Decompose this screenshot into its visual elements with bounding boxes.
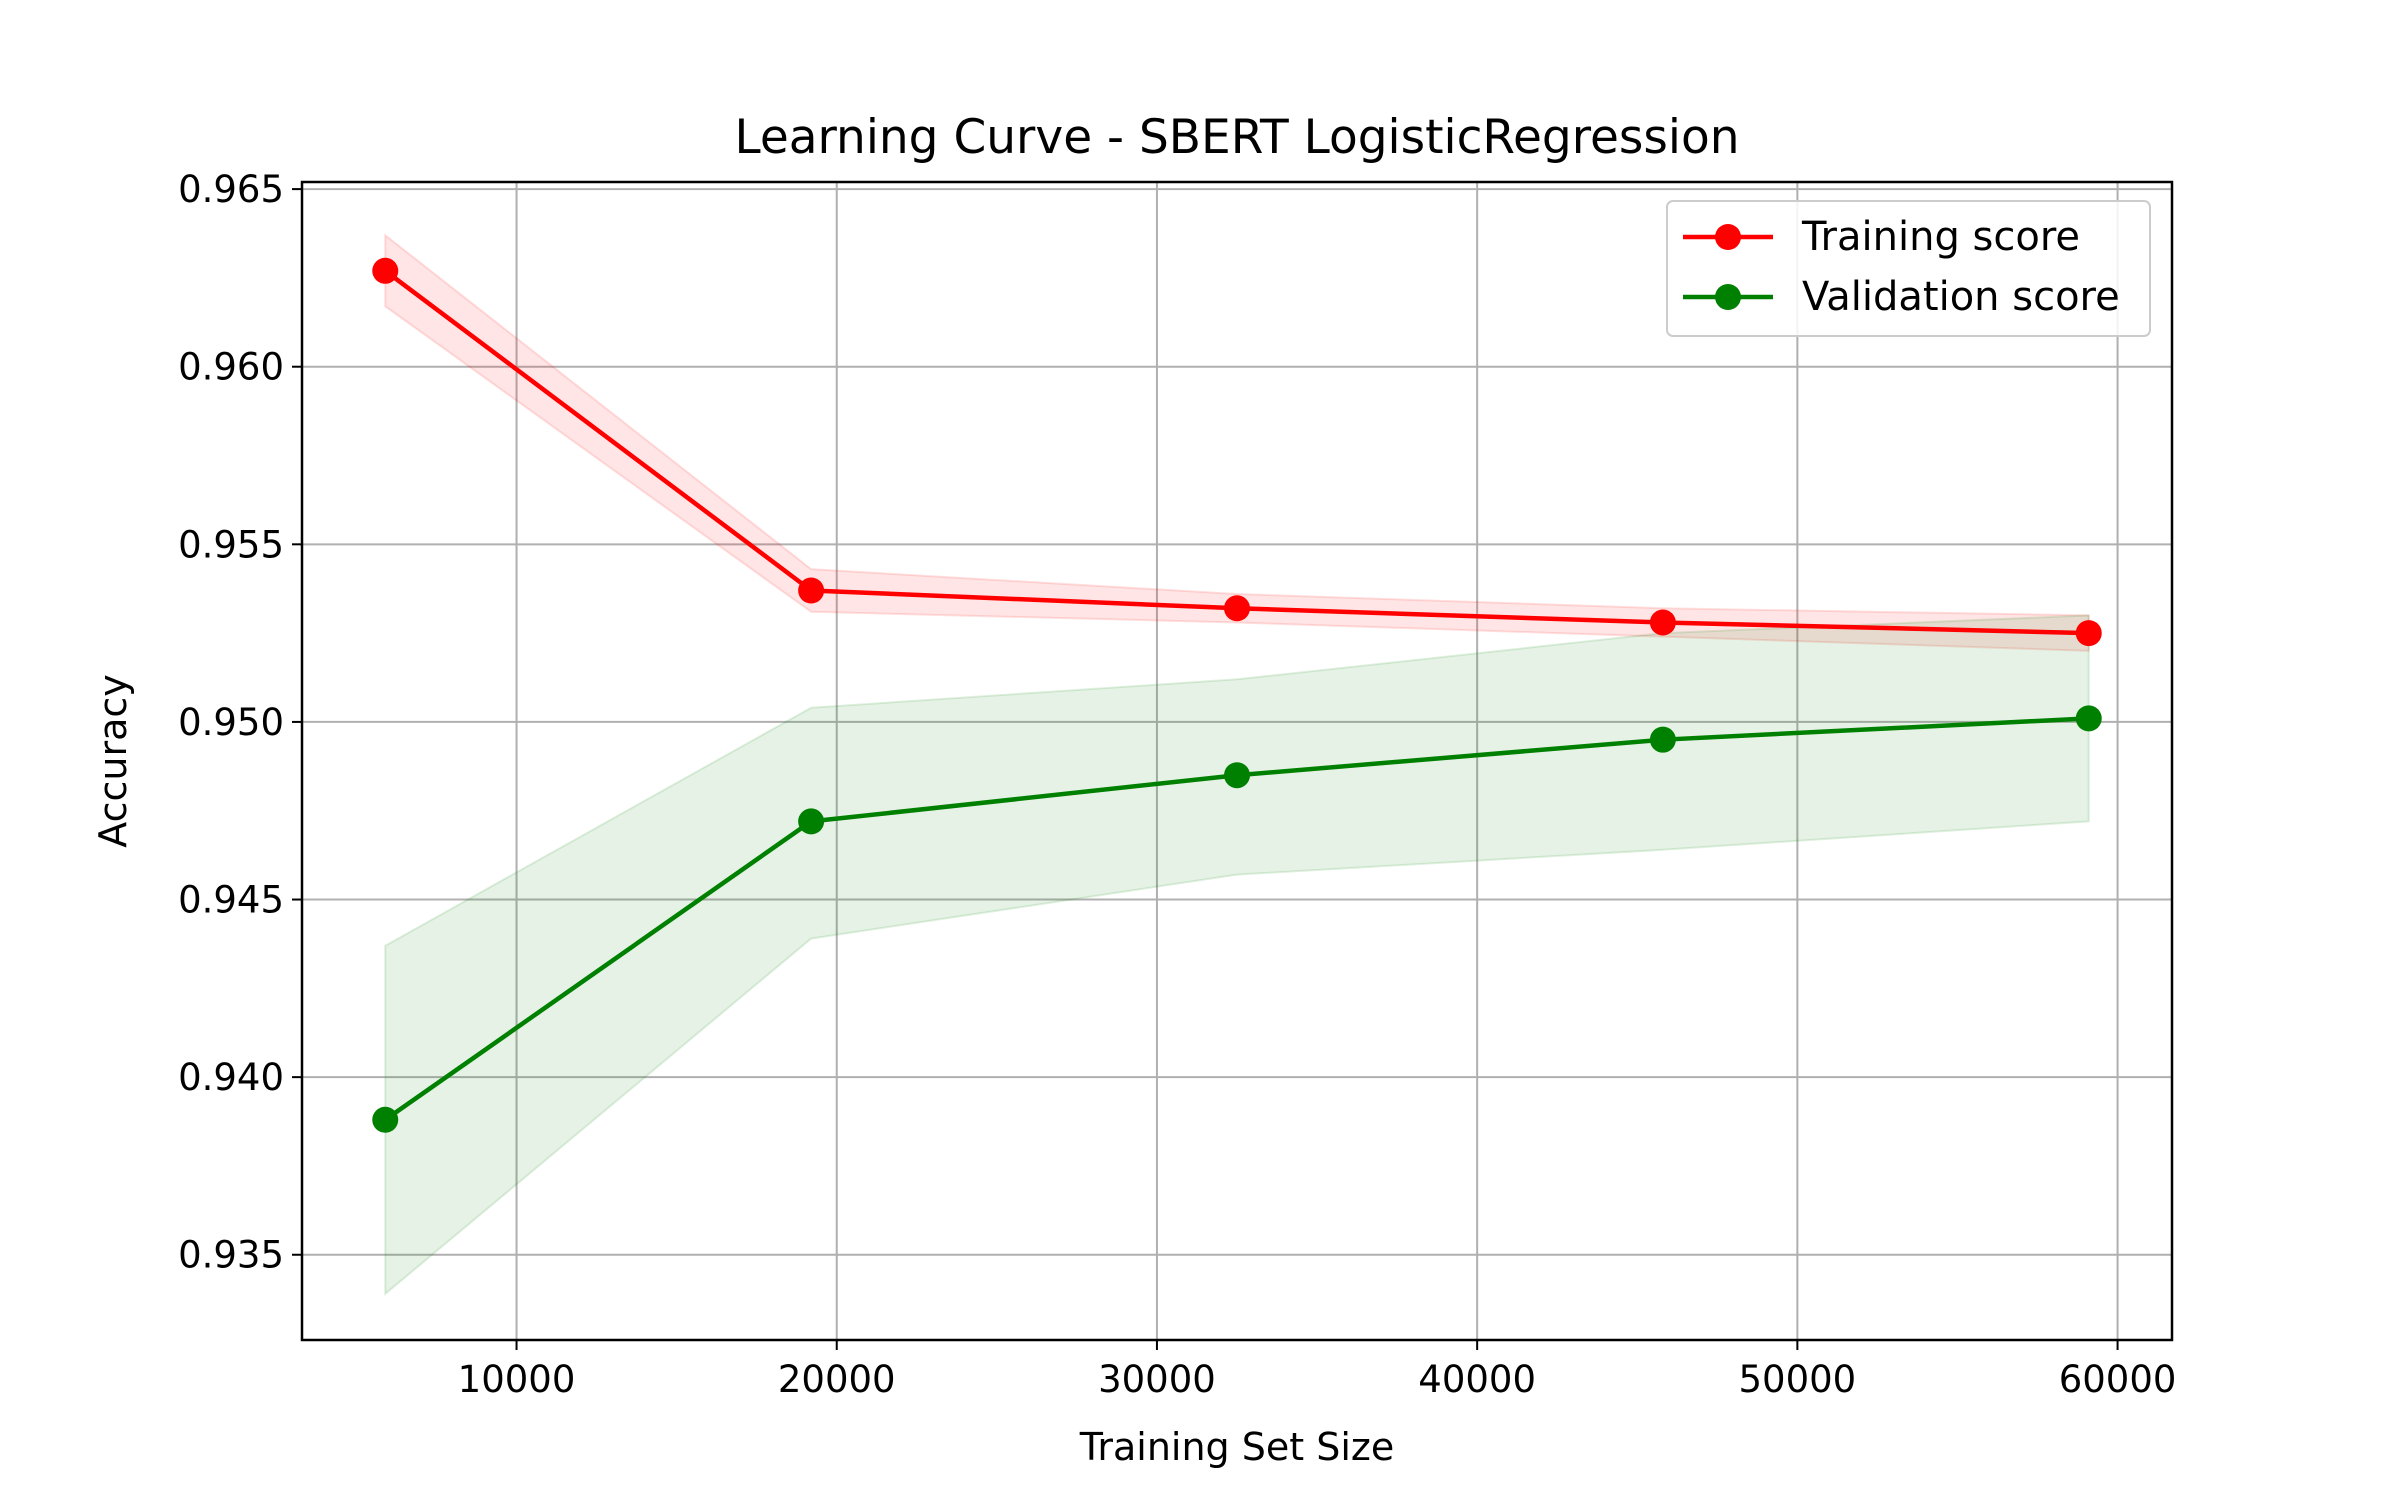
- validation-score-point: [2075, 705, 2102, 732]
- legend-box: [1666, 200, 2151, 337]
- plot-frame: [300, 180, 2174, 1342]
- series-lines: [372, 257, 2102, 1133]
- x-tick-label: 40000: [1418, 1358, 1536, 1401]
- x-tick-label: 10000: [458, 1358, 576, 1401]
- x-tick-label: 20000: [778, 1358, 896, 1401]
- x-tick-label: 30000: [1098, 1358, 1216, 1401]
- y-tick-label: 0.935: [178, 1234, 284, 1277]
- x-tick-label: 60000: [2059, 1358, 2177, 1401]
- legend-marker-training: [1715, 224, 1741, 250]
- grid: [302, 182, 2172, 1340]
- x-axis-label: Training Set Size: [1079, 1425, 1395, 1469]
- y-tick-label: 0.950: [178, 701, 284, 744]
- training-score-point: [2075, 620, 2102, 647]
- legend-marker-validation: [1715, 284, 1741, 310]
- training-score-point: [1224, 595, 1250, 622]
- validation-score-band: [384, 614, 2090, 1296]
- y-tick-label: 0.945: [178, 879, 284, 922]
- y-axis-label: Accuracy: [91, 674, 135, 848]
- validation-score-point: [372, 1106, 399, 1133]
- chart-title: Learning Curve - SBERT LogisticRegressio…: [734, 110, 1739, 165]
- confidence-bands: [384, 233, 2090, 1296]
- validation-score-point: [1224, 762, 1250, 789]
- training-score-point: [372, 257, 399, 284]
- legend: Training score Validation score: [1666, 200, 2151, 337]
- y-tick-label: 0.940: [178, 1056, 284, 1099]
- x-tick-label: 50000: [1739, 1358, 1857, 1401]
- legend-label-training: Training score: [1801, 214, 2080, 260]
- training-score-band: [384, 233, 2090, 652]
- y-tick-label: 0.955: [178, 523, 284, 566]
- validation-score-point: [1649, 726, 1676, 753]
- y-tick-label: 0.965: [178, 168, 284, 211]
- axis-ticks: 10000 20000 30000 40000 50000 60000 0.935 0.940…: [178, 168, 2176, 1401]
- training-score-point: [798, 577, 825, 604]
- validation-score-point: [798, 808, 825, 835]
- legend-label-validation: Validation score: [1802, 274, 2120, 320]
- y-tick-label: 0.960: [178, 346, 284, 389]
- training-score-point: [1649, 609, 1676, 636]
